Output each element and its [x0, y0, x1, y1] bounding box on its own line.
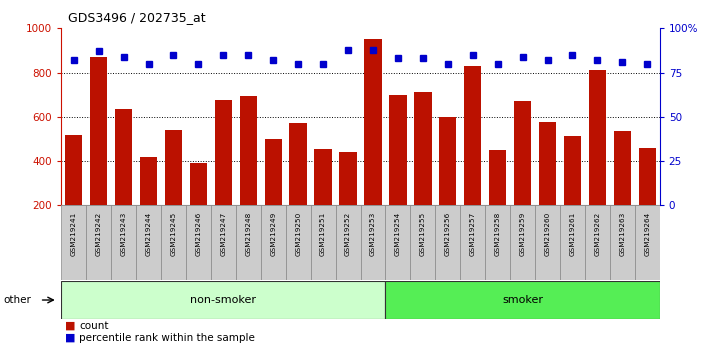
- Text: GSM219262: GSM219262: [594, 211, 601, 256]
- Bar: [61, 205, 87, 280]
- Bar: [435, 205, 460, 280]
- Bar: [389, 95, 407, 250]
- Text: GSM219247: GSM219247: [221, 211, 226, 256]
- Bar: [286, 205, 311, 280]
- Text: GSM219264: GSM219264: [645, 211, 650, 256]
- Bar: [460, 205, 485, 280]
- Text: GSM219263: GSM219263: [619, 211, 625, 256]
- Bar: [386, 281, 660, 319]
- Bar: [564, 136, 581, 250]
- Bar: [236, 205, 261, 280]
- Text: percentile rank within the sample: percentile rank within the sample: [79, 333, 255, 343]
- Bar: [614, 131, 631, 250]
- Bar: [314, 149, 332, 250]
- Text: GSM219249: GSM219249: [270, 211, 276, 256]
- Bar: [464, 66, 482, 250]
- Bar: [489, 150, 506, 250]
- Text: ■: ■: [65, 321, 76, 331]
- Bar: [136, 205, 161, 280]
- Bar: [61, 281, 386, 319]
- Text: GSM219243: GSM219243: [120, 211, 127, 256]
- Text: GSM219250: GSM219250: [295, 211, 301, 256]
- Bar: [190, 163, 207, 250]
- Text: GSM219242: GSM219242: [96, 211, 102, 256]
- Bar: [588, 70, 606, 250]
- Bar: [360, 205, 386, 280]
- Text: GSM219260: GSM219260: [544, 211, 551, 256]
- Bar: [414, 92, 432, 250]
- Bar: [634, 205, 660, 280]
- Bar: [87, 205, 111, 280]
- Bar: [215, 100, 232, 250]
- Text: GSM219255: GSM219255: [420, 211, 426, 256]
- Text: ■: ■: [65, 333, 76, 343]
- Bar: [364, 39, 381, 250]
- Bar: [140, 156, 157, 250]
- Bar: [65, 135, 82, 250]
- Bar: [211, 205, 236, 280]
- Bar: [265, 139, 282, 250]
- Text: GSM219257: GSM219257: [469, 211, 476, 256]
- Text: GSM219241: GSM219241: [71, 211, 76, 256]
- Text: GDS3496 / 202735_at: GDS3496 / 202735_at: [68, 11, 206, 24]
- Bar: [539, 122, 556, 250]
- Bar: [186, 205, 211, 280]
- Bar: [585, 205, 610, 280]
- Bar: [610, 205, 634, 280]
- Bar: [510, 205, 535, 280]
- Text: GSM219254: GSM219254: [395, 211, 401, 256]
- Text: GSM219244: GSM219244: [146, 211, 151, 256]
- Bar: [165, 130, 182, 250]
- Text: smoker: smoker: [502, 295, 543, 305]
- Text: non-smoker: non-smoker: [190, 295, 257, 305]
- Text: GSM219251: GSM219251: [320, 211, 326, 256]
- Bar: [289, 124, 307, 250]
- Text: GSM219258: GSM219258: [495, 211, 500, 256]
- Bar: [261, 205, 286, 280]
- Bar: [161, 205, 186, 280]
- Bar: [311, 205, 335, 280]
- Bar: [560, 205, 585, 280]
- Text: GSM219246: GSM219246: [195, 211, 201, 256]
- Text: count: count: [79, 321, 109, 331]
- Bar: [335, 205, 360, 280]
- Text: GSM219259: GSM219259: [520, 211, 526, 256]
- Text: GSM219245: GSM219245: [170, 211, 177, 256]
- Bar: [386, 205, 410, 280]
- Text: GSM219253: GSM219253: [370, 211, 376, 256]
- Bar: [535, 205, 560, 280]
- Bar: [410, 205, 435, 280]
- Text: GSM219256: GSM219256: [445, 211, 451, 256]
- Bar: [514, 101, 531, 250]
- Bar: [90, 57, 107, 250]
- Bar: [639, 148, 656, 250]
- Text: GSM219248: GSM219248: [245, 211, 252, 256]
- Bar: [111, 205, 136, 280]
- Text: GSM219261: GSM219261: [570, 211, 575, 256]
- Bar: [115, 109, 133, 250]
- Text: GSM219252: GSM219252: [345, 211, 351, 256]
- Bar: [239, 96, 257, 250]
- Bar: [439, 117, 456, 250]
- Bar: [485, 205, 510, 280]
- Text: other: other: [4, 295, 32, 305]
- Bar: [340, 152, 357, 250]
